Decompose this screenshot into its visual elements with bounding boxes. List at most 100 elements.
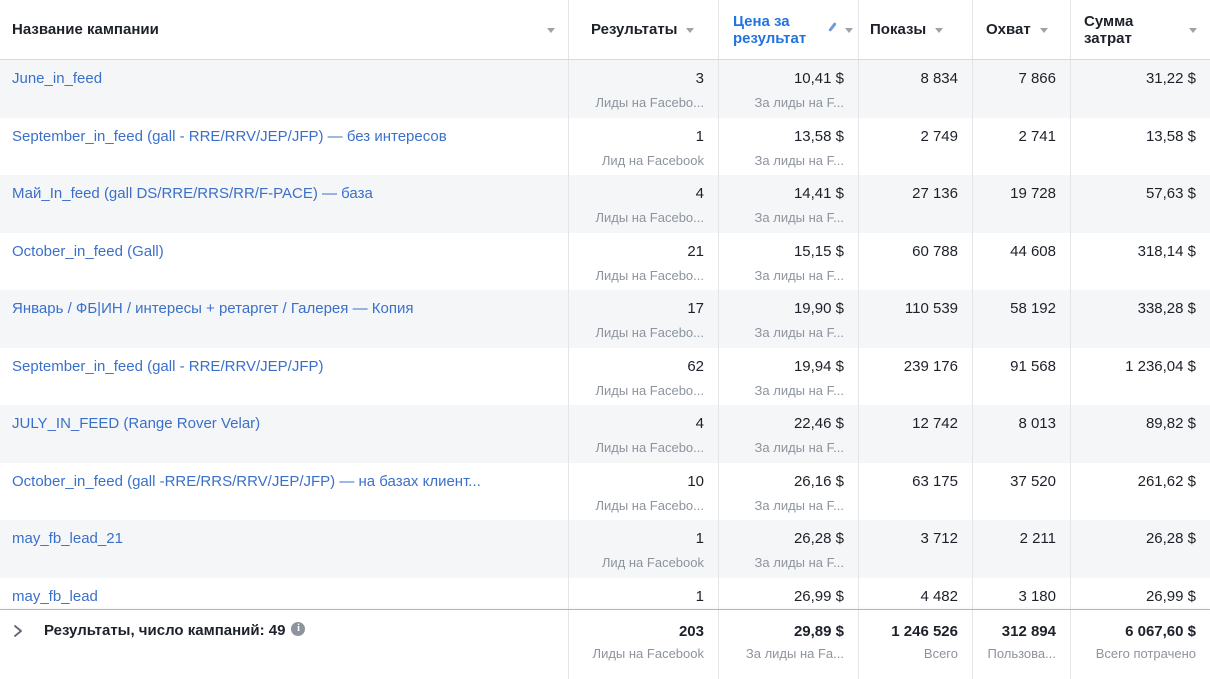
amount-spent-value: 57,63 $	[1145, 185, 1196, 202]
reach-cell: 91 568	[972, 347, 1070, 405]
impressions-value: 4 482	[920, 587, 958, 605]
column-label: Охват	[986, 21, 1031, 38]
column-header-campaign-name[interactable]: Название кампании	[0, 0, 568, 59]
table-header: Название кампании Результаты Цена за рез…	[0, 0, 1210, 60]
cost-per-result-value: 22,46 $	[793, 415, 844, 432]
results-sublabel: Лиды на Facebo...	[595, 440, 704, 455]
cost-per-result-value: 13,58 $	[793, 127, 844, 145]
cost-per-result-cell: 26,28 $ За лиды на F...	[718, 520, 858, 578]
table-row[interactable]: Май_In_feed (gall DS/RRE/RRS/RR/F-PACE) …	[0, 175, 1210, 233]
campaign-name-cell: JULY_IN_FEED (Range Rover Velar)	[0, 405, 568, 463]
column-header-results[interactable]: Результаты	[568, 0, 718, 59]
column-label: Цена за результат	[733, 12, 807, 47]
impressions-cell: 2 749	[858, 117, 972, 175]
table-row[interactable]: may_fb_lead_21 1 Лид на Facebook 26,28 $…	[0, 520, 1210, 578]
cost-per-result-sublabel: За лиды на F...	[754, 440, 844, 455]
impressions-cell: 3 712	[858, 520, 972, 578]
impressions-value: 63 175	[912, 472, 958, 490]
summary-cost-sublabel: За лиды на Fa...	[745, 646, 844, 661]
column-header-cost-per-result[interactable]: Цена за результат	[718, 0, 858, 59]
amount-spent-value: 13,58 $	[1145, 127, 1196, 145]
amount-spent-cell: 1 236,04 $	[1070, 347, 1210, 405]
cost-per-result-cell: 22,46 $ За лиды на F...	[718, 405, 858, 463]
campaign-name-link[interactable]: September_in_feed (gall - RRE/RRV/JEP/JF…	[12, 357, 324, 375]
cost-per-result-sublabel: За лиды на F...	[754, 325, 844, 340]
cost-per-result-value: 26,28 $	[793, 530, 844, 547]
chevron-down-icon[interactable]	[547, 28, 555, 33]
summary-amount-spent-cell: 6 067,60 $ Всего потрачено	[1070, 610, 1210, 679]
reach-cell: 19 728	[972, 175, 1070, 233]
column-label: Сумма затрат	[1084, 12, 1134, 47]
column-label: Результаты	[591, 21, 678, 38]
amount-spent-value: 26,28 $	[1145, 530, 1196, 547]
campaign-name-cell: Май_In_feed (gall DS/RRE/RRS/RR/F-PACE) …	[0, 175, 568, 233]
campaign-name-link[interactable]: may_fb_lead	[12, 587, 98, 605]
amount-spent-value: 318,14 $	[1137, 242, 1196, 260]
table-body: June_in_feed 3 Лиды на Facebo... 10,41 $…	[0, 60, 1210, 635]
summary-reach-value: 312 894	[1001, 623, 1056, 640]
table-row[interactable]: October_in_feed (gall -RRE/RRS/RRV/JEP/J…	[0, 462, 1210, 521]
column-header-amount-spent[interactable]: Сумма затрат	[1070, 0, 1210, 59]
campaign-name-link[interactable]: Январь / ФБ|ИН / интересы + ретаргет / Г…	[12, 300, 414, 317]
chevron-down-icon[interactable]	[686, 28, 695, 33]
results-value: 4	[695, 185, 704, 202]
cost-per-result-cell: 19,94 $ За лиды на F...	[718, 347, 858, 405]
impressions-value: 110 539	[904, 300, 958, 317]
table-row[interactable]: September_in_feed (gall - RRE/RRV/JEP/JF…	[0, 347, 1210, 405]
impressions-cell: 239 176	[858, 347, 972, 405]
reach-cell: 44 608	[972, 232, 1070, 290]
chevron-right-icon[interactable]	[13, 625, 23, 637]
campaign-name-cell: October_in_feed (gall -RRE/RRS/RRV/JEP/J…	[0, 463, 568, 521]
cost-per-result-cell: 10,41 $ За лиды на F...	[718, 60, 858, 118]
info-icon[interactable]: i	[291, 622, 306, 636]
chevron-down-icon[interactable]	[845, 28, 853, 33]
cost-per-result-value: 14,41 $	[793, 185, 844, 202]
cost-per-result-value: 10,41 $	[793, 70, 844, 87]
campaign-name-link[interactable]: October_in_feed (gall -RRE/RRS/RRV/JEP/J…	[12, 472, 481, 490]
cost-per-result-sublabel: За лиды на F...	[754, 382, 844, 398]
chevron-down-icon[interactable]	[1189, 28, 1197, 33]
table-row[interactable]: June_in_feed 3 Лиды на Facebo... 10,41 $…	[0, 60, 1210, 118]
cost-per-result-sublabel: За лиды на F...	[754, 152, 844, 168]
results-sublabel: Лиды на Facebo...	[595, 95, 704, 110]
table-row[interactable]: JULY_IN_FEED (Range Rover Velar) 4 Лиды …	[0, 405, 1210, 463]
table-row[interactable]: Январь / ФБ|ИН / интересы + ретаргет / Г…	[0, 290, 1210, 348]
campaign-name-link[interactable]: October_in_feed (Gall)	[12, 242, 164, 260]
reach-value: 8 013	[1018, 415, 1056, 432]
chevron-down-icon[interactable]	[1039, 28, 1048, 33]
impressions-value: 60 788	[912, 242, 958, 260]
results-cell: 4 Лиды на Facebo...	[568, 405, 718, 463]
results-cell: 1 Лид на Facebook	[568, 520, 718, 578]
reach-cell: 2 211	[972, 520, 1070, 578]
campaign-name-cell: may_fb_lead	[0, 578, 568, 636]
table-row[interactable]: September_in_feed (gall - RRE/RRV/JEP/JF…	[0, 117, 1210, 175]
table-summary-row: Результаты, число кампаний: 49 i 203 Лид…	[0, 609, 1210, 679]
cost-per-result-cell: 13,58 $ За лиды на F...	[718, 117, 858, 175]
table-row[interactable]: October_in_feed (Gall) 21 Лиды на Facebo…	[0, 232, 1210, 290]
cost-per-result-sublabel: За лиды на F...	[754, 210, 844, 225]
summary-spent-sublabel: Всего потрачено	[1095, 646, 1196, 661]
summary-reach-sublabel: Пользова...	[987, 646, 1056, 661]
results-value: 1	[695, 127, 704, 145]
amount-spent-cell: 31,22 $	[1070, 60, 1210, 118]
amount-spent-value: 1 236,04 $	[1125, 357, 1196, 375]
campaign-name-link[interactable]: Май_In_feed (gall DS/RRE/RRS/RR/F-PACE) …	[12, 185, 373, 202]
amount-spent-cell: 318,14 $	[1070, 232, 1210, 290]
results-sublabel: Лид на Facebook	[601, 555, 704, 570]
cost-per-result-cell: 26,99 $	[718, 577, 858, 635]
impressions-cell: 110 539	[858, 290, 972, 348]
results-value: 1	[695, 530, 704, 547]
campaign-name-link[interactable]: JULY_IN_FEED (Range Rover Velar)	[12, 415, 261, 432]
campaign-name-link[interactable]: September_in_feed (gall - RRE/RRV/JEP/JF…	[12, 127, 447, 145]
column-header-reach[interactable]: Охват	[972, 0, 1070, 59]
cost-per-result-sublabel: За лиды на F...	[754, 555, 844, 570]
chevron-down-icon[interactable]	[935, 28, 944, 33]
summary-spent-value: 6 067,60 $	[1125, 623, 1196, 640]
column-header-impressions[interactable]: Показы	[858, 0, 972, 59]
campaign-name-link[interactable]: June_in_feed	[12, 70, 103, 87]
results-value: 17	[687, 300, 704, 317]
reach-value: 91 568	[1010, 357, 1056, 375]
results-cell: 17 Лиды на Facebo...	[568, 290, 718, 348]
campaign-name-link[interactable]: may_fb_lead_21	[12, 530, 123, 547]
